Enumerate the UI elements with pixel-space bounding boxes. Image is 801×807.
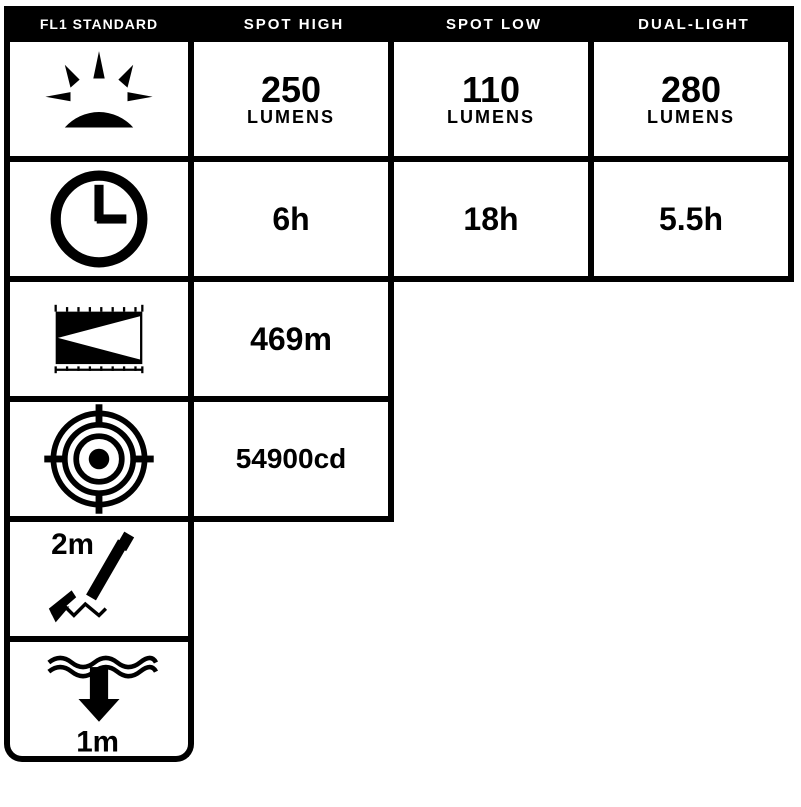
- beam-distance-icon: [10, 282, 188, 396]
- header-fl1: FL1 STANDARD: [4, 6, 194, 42]
- empty-cell: [594, 642, 794, 762]
- lumens-label: LUMENS: [647, 108, 735, 127]
- empty-cell: [394, 282, 594, 402]
- waterproof-label: 1m: [76, 725, 119, 756]
- empty-cell: [594, 402, 794, 522]
- waterproof-icon: 1m: [10, 642, 188, 756]
- fl1-spec-table: FL1 STANDARD SPOT HIGH SPOT LOW DUAL-LIG…: [4, 6, 797, 762]
- empty-cell: [194, 642, 394, 762]
- lumens-spot-low: 110 LUMENS: [394, 42, 594, 162]
- empty-cell: [394, 402, 594, 522]
- runtime-spot-low: 18h: [394, 162, 594, 282]
- lumens-spot-low-value: 110: [447, 71, 535, 109]
- header-spot-high: SPOT HIGH: [194, 6, 394, 42]
- peak-intensity-icon: [10, 402, 188, 516]
- runtime-dual: 5.5h: [594, 162, 794, 282]
- lumens-dual-value: 280: [647, 71, 735, 109]
- empty-cell: [394, 522, 594, 642]
- icon-cell-runtime: [4, 162, 194, 282]
- lumens-spot-high: 250 LUMENS: [194, 42, 394, 162]
- runtime-spot-high-value: 6h: [272, 201, 309, 238]
- runtime-dual-value: 5.5h: [659, 201, 723, 238]
- peak-intensity-value-cell: 54900cd: [194, 402, 394, 522]
- icon-cell-beam-distance: [4, 282, 194, 402]
- beam-distance-value-cell: 469m: [194, 282, 394, 402]
- empty-cell: [594, 282, 794, 402]
- impact-label: 2m: [51, 528, 94, 561]
- icon-cell-light-output: [4, 42, 194, 162]
- icon-cell-impact: 2m: [4, 522, 194, 642]
- lumens-dual: 280 LUMENS: [594, 42, 794, 162]
- light-output-icon: [10, 42, 188, 156]
- runtime-spot-low-value: 18h: [463, 201, 518, 238]
- runtime-clock-icon: [10, 162, 188, 276]
- lumens-spot-high-value: 250: [247, 71, 335, 109]
- runtime-spot-high: 6h: [194, 162, 394, 282]
- header-spot-low: SPOT LOW: [394, 6, 594, 42]
- lumens-label: LUMENS: [447, 108, 535, 127]
- icon-cell-waterproof: 1m: [4, 642, 194, 762]
- icon-cell-peak-intensity: [4, 402, 194, 522]
- header-dual-light: DUAL-LIGHT: [594, 6, 794, 42]
- empty-cell: [394, 642, 594, 762]
- beam-distance-value: 469m: [250, 321, 332, 358]
- empty-cell: [194, 522, 394, 642]
- lumens-label: LUMENS: [247, 108, 335, 127]
- peak-intensity-value: 54900cd: [236, 443, 347, 475]
- impact-resistance-icon: 2m: [10, 522, 188, 636]
- empty-cell: [594, 522, 794, 642]
